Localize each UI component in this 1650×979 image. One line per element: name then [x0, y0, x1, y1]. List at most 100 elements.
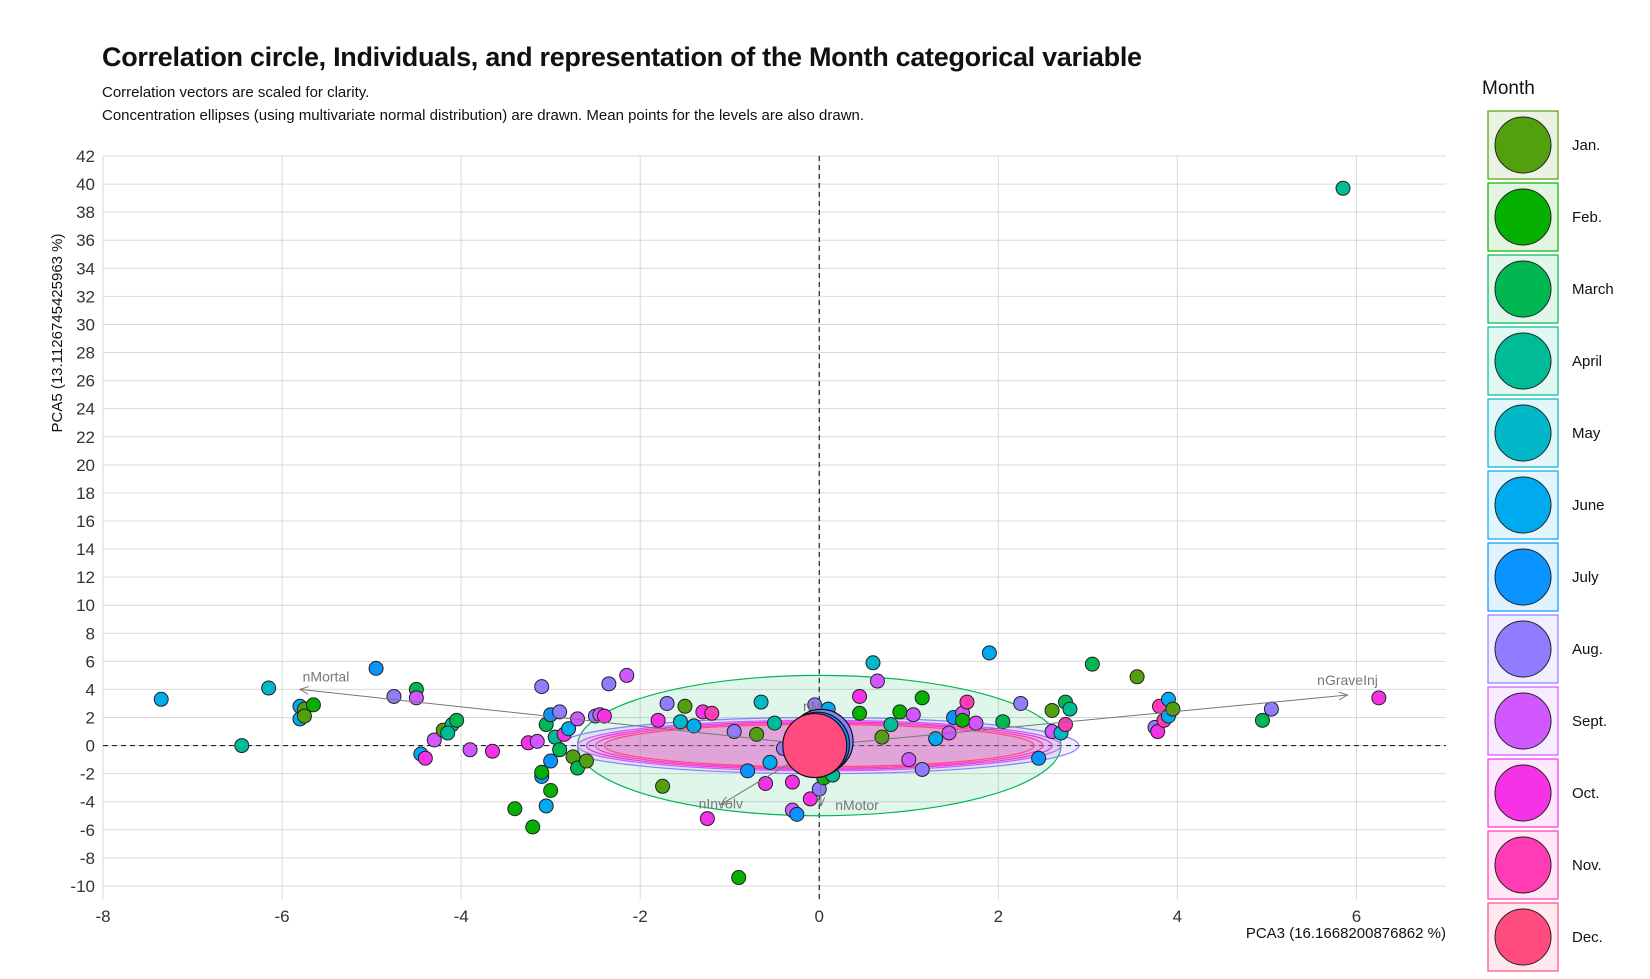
data-point	[699, 811, 715, 827]
y-tick-label: -6	[80, 821, 95, 840]
y-tick-label: 2	[86, 709, 95, 728]
data-point	[305, 697, 321, 713]
legend: Jan. Feb. March April May June July Aug. Sept. Oc…	[1487, 110, 1614, 972]
y-tick-label: 26	[76, 372, 95, 391]
legend-item-march: March	[1487, 254, 1614, 324]
data-point	[534, 764, 550, 780]
legend-key-circle	[1494, 476, 1552, 534]
data-point	[852, 705, 868, 721]
data-point	[529, 733, 545, 749]
data-point	[1129, 669, 1145, 685]
legend-key-circle	[1494, 620, 1552, 678]
data-point	[892, 704, 908, 720]
data-point	[552, 704, 568, 720]
data-point	[417, 750, 433, 766]
y-tick-label: 40	[76, 175, 95, 194]
data-point	[981, 645, 997, 661]
legend-label: March	[1572, 281, 1614, 298]
data-point	[1044, 702, 1060, 718]
data-point	[525, 819, 541, 835]
data-point	[368, 660, 384, 676]
legend-label: Feb.	[1572, 209, 1602, 226]
y-tick-label: 16	[76, 512, 95, 531]
data-point	[1371, 690, 1387, 706]
x-tick-label: -4	[454, 907, 469, 926]
data-point	[749, 726, 765, 742]
data-point	[1165, 701, 1181, 717]
data-point	[296, 708, 312, 724]
data-point	[686, 718, 702, 734]
x-tick-label: -6	[275, 907, 290, 926]
data-point	[740, 763, 756, 779]
legend-label: Oct.	[1572, 785, 1600, 802]
legend-label: April	[1572, 353, 1602, 370]
data-point	[261, 680, 277, 696]
data-point	[677, 698, 693, 714]
legend-item-april: April	[1487, 326, 1602, 396]
data-point	[234, 738, 250, 754]
data-point	[543, 783, 559, 799]
legend-key-circle	[1494, 332, 1552, 390]
vector-label-nMortal: nMortal	[303, 668, 350, 684]
data-point	[789, 806, 805, 822]
data-point	[1013, 695, 1029, 711]
data-point	[869, 673, 885, 689]
legend-label: Dec.	[1572, 929, 1603, 946]
individual-points	[153, 180, 1387, 886]
data-point	[959, 694, 975, 710]
data-point	[153, 691, 169, 707]
data-point	[534, 679, 550, 695]
data-point	[543, 753, 559, 769]
x-tick-label: 6	[1352, 907, 1361, 926]
data-point	[484, 743, 500, 759]
legend-item-aug: Aug.	[1487, 614, 1603, 684]
y-tick-label: -10	[70, 877, 95, 896]
data-point	[865, 655, 881, 671]
data-point	[753, 694, 769, 710]
x-tick-label: -8	[95, 907, 110, 926]
chart-title: Correlation circle, Individuals, and rep…	[102, 42, 1142, 72]
data-point	[852, 688, 868, 704]
data-point	[874, 729, 890, 745]
y-axis-title: PCA5 (13.1126745425963 %)	[49, 233, 66, 432]
y-tick-label: 0	[86, 737, 95, 756]
legend-label: Sept.	[1572, 713, 1607, 730]
data-point	[767, 715, 782, 731]
chart-subtitle-line-2: Concentration ellipses (using multivaria…	[102, 107, 865, 124]
data-point	[462, 742, 478, 758]
data-point	[758, 775, 774, 791]
data-point	[704, 705, 720, 721]
y-tick-label: -8	[80, 849, 95, 868]
data-point	[1150, 724, 1166, 740]
mean-points	[782, 708, 854, 779]
y-tick-label: 8	[86, 624, 95, 643]
data-point	[552, 742, 568, 758]
data-point	[601, 676, 617, 692]
legend-item-july: July	[1487, 542, 1599, 612]
legend-label: June	[1572, 497, 1605, 514]
legend-title: Month	[1482, 78, 1535, 99]
legend-item-nov: Nov.	[1487, 830, 1602, 900]
data-point	[596, 708, 612, 724]
legend-label: Nov.	[1572, 857, 1602, 874]
data-point	[914, 761, 930, 777]
y-tick-label: 36	[76, 231, 95, 250]
data-point	[449, 712, 465, 728]
vector-label-nMotor: nMotor	[835, 797, 879, 813]
x-tick-label: 4	[1173, 907, 1182, 926]
data-point	[726, 724, 742, 740]
data-point	[762, 754, 778, 770]
x-tick-label: 2	[994, 907, 1003, 926]
chart-subtitle-line-1: Correlation vectors are scaled for clari…	[102, 84, 370, 101]
legend-item-feb: Feb.	[1487, 182, 1602, 252]
y-tick-label: 12	[76, 568, 95, 587]
data-point	[968, 715, 984, 731]
y-tick-label: 10	[76, 596, 95, 615]
data-point	[784, 774, 800, 790]
legend-key-circle	[1494, 908, 1552, 966]
y-tick-label: -2	[80, 765, 95, 784]
data-point	[1057, 717, 1073, 733]
data-point	[672, 714, 688, 730]
